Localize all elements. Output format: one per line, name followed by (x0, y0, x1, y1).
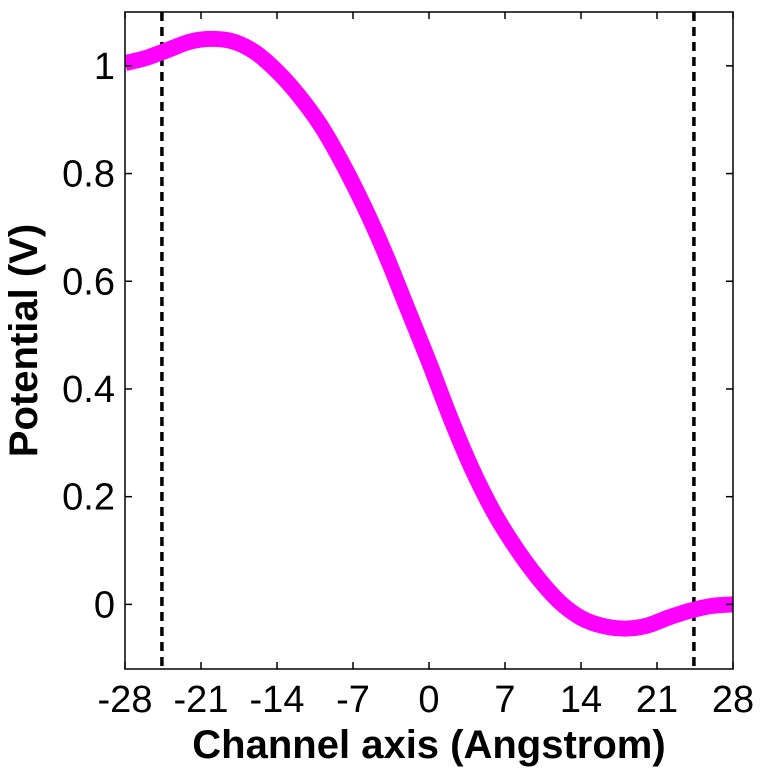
data-point (515, 547, 516, 548)
x-tick-label: -28 (98, 679, 153, 721)
data-point (689, 610, 690, 611)
data-point (602, 625, 603, 626)
data-point (581, 617, 582, 618)
x-tick-label: -14 (250, 679, 305, 721)
data-point (255, 52, 256, 53)
x-tick-label: 7 (494, 679, 515, 721)
data-point (168, 49, 169, 50)
data-point (711, 605, 712, 606)
data-point (342, 162, 343, 163)
data-point (667, 617, 668, 618)
x-tick-label: 21 (636, 679, 678, 721)
x-tick-label: 0 (418, 679, 439, 721)
data-point (494, 512, 495, 513)
x-tick-label: 28 (712, 679, 754, 721)
tick-labels: -28 -21 -14 -7 0 7 14 21 28 0 0.2 0.4 0.6 0.8 1 (62, 46, 754, 721)
data-point (429, 362, 430, 363)
y-tick-label: 0 (94, 584, 115, 626)
x-axis-label: Channel axis (Angstrom) (192, 723, 665, 767)
data-point (277, 71, 278, 72)
data-point (407, 308, 408, 309)
y-tick-label: 1 (94, 46, 115, 88)
data-point (363, 205, 364, 206)
series-line-1 (125, 30, 733, 637)
data-point (320, 125, 321, 126)
data-point (233, 41, 234, 42)
data-point (559, 601, 560, 602)
y-tick-label: 0.4 (62, 369, 115, 411)
data-point (624, 628, 625, 629)
data-point (385, 254, 386, 255)
x-tick-label: -7 (336, 679, 370, 721)
y-tick-label: 0.2 (62, 477, 115, 519)
data-point (537, 577, 538, 578)
y-tick-label: 0.8 (62, 154, 115, 196)
y-tick-label: 0.6 (62, 261, 115, 303)
data-point (472, 469, 473, 470)
y-axis-label: Potential (V) (2, 224, 46, 457)
plot-frame (124, 11, 734, 670)
plot-area (125, 12, 733, 669)
data-point (211, 38, 212, 39)
data-point (450, 418, 451, 419)
data-point (298, 95, 299, 96)
x-tick-label: -21 (174, 679, 229, 721)
x-tick-label: 14 (560, 679, 602, 721)
axes-frame (124, 11, 734, 670)
data-point (146, 57, 147, 58)
tick-marks (124, 12, 734, 669)
data-point (646, 625, 647, 626)
data-point (190, 41, 191, 42)
